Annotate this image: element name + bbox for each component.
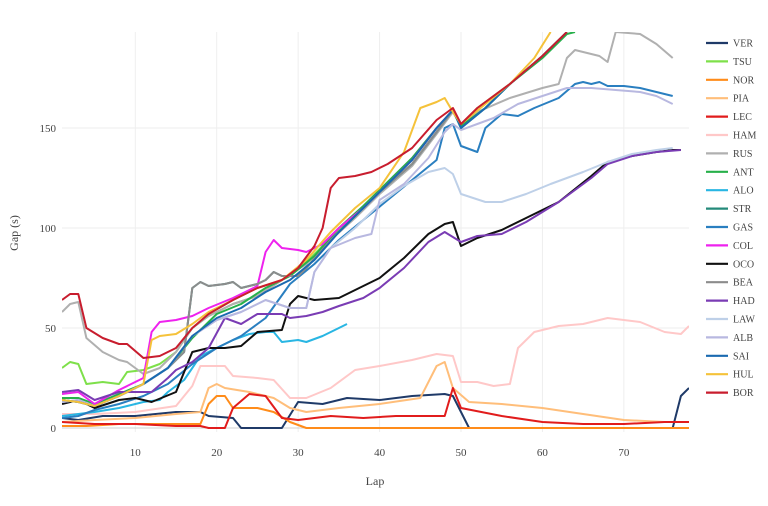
- legend-label: STR: [733, 204, 752, 215]
- legend-label: NOR: [733, 75, 754, 86]
- legend-label: COL: [733, 241, 753, 252]
- legend-item-nor[interactable]: NOR: [706, 75, 754, 86]
- legend-item-law[interactable]: LAW: [706, 315, 756, 326]
- legend-label: ALB: [733, 333, 753, 344]
- y-tick-label: 150: [40, 123, 57, 135]
- x-tick-label: 70: [618, 447, 630, 459]
- legend-label: HAM: [733, 131, 756, 142]
- series-line-bor: [62, 32, 568, 359]
- legend: VER TSU NOR PIA LEC HAM RUS ANT ALO STR GAS COL OCO B…: [706, 39, 756, 399]
- legend-item-col[interactable]: COL: [706, 241, 753, 252]
- legend-item-pia[interactable]: PIA: [706, 94, 750, 105]
- legend-item-lec[interactable]: LEC: [706, 112, 752, 123]
- y-tick-label: 0: [51, 423, 57, 435]
- legend-item-ver[interactable]: VER: [706, 39, 753, 50]
- series-line-pia: [62, 361, 689, 423]
- legend-label: OCO: [733, 259, 754, 270]
- series-line-tsu: [62, 32, 568, 385]
- legend-label: LAW: [733, 315, 756, 326]
- legend-label: HAD: [733, 296, 755, 307]
- legend-item-rus[interactable]: RUS: [706, 149, 752, 160]
- legend-label: VER: [733, 39, 753, 50]
- x-axis-ticks: 10 20 30 40 50 60 70: [130, 447, 630, 459]
- series-line-had: [62, 149, 681, 401]
- x-tick-label: 20: [211, 447, 223, 459]
- legend-item-str[interactable]: STR: [706, 204, 752, 215]
- legend-item-alb[interactable]: ALB: [706, 333, 753, 344]
- legend-label: ANT: [733, 167, 754, 178]
- legend-label: RUS: [733, 149, 752, 160]
- series-line-alb: [62, 87, 674, 407]
- legend-label: PIA: [733, 94, 750, 105]
- x-tick-label: 40: [374, 447, 386, 459]
- legend-item-gas[interactable]: GAS: [706, 223, 753, 234]
- legend-label: GAS: [733, 223, 753, 234]
- x-tick-label: 50: [456, 447, 468, 459]
- legend-item-bor[interactable]: BOR: [706, 388, 754, 399]
- series-line-str: [62, 32, 568, 407]
- y-tick-label: 50: [45, 323, 57, 335]
- legend-item-ant[interactable]: ANT: [706, 167, 754, 178]
- gridlines: [62, 32, 689, 432]
- x-tick-label: 60: [537, 447, 549, 459]
- legend-item-hul[interactable]: HUL: [706, 370, 754, 381]
- legend-item-had[interactable]: HAD: [706, 296, 755, 307]
- series-line-sai: [62, 32, 568, 407]
- series-lines: [62, 32, 689, 429]
- legend-label: HUL: [733, 370, 754, 381]
- legend-item-oco[interactable]: OCO: [706, 259, 754, 270]
- series-line-lec: [62, 387, 689, 429]
- y-axis-ticks: 0 50 100 150: [40, 123, 57, 435]
- legend-item-sai[interactable]: SAI: [706, 351, 749, 362]
- legend-label: BEA: [733, 278, 754, 289]
- legend-label: ALO: [733, 186, 754, 197]
- legend-item-bea[interactable]: BEA: [706, 278, 754, 289]
- series-line-bea: [62, 109, 454, 407]
- series-line-ant: [62, 32, 576, 405]
- legend-item-ham[interactable]: HAM: [706, 131, 756, 142]
- y-tick-label: 100: [40, 223, 57, 235]
- series-line-ver: [62, 387, 689, 429]
- series-line-rus: [62, 32, 674, 375]
- legend-label: SAI: [733, 351, 749, 362]
- legend-label: LEC: [733, 112, 752, 123]
- x-tick-label: 30: [293, 447, 305, 459]
- legend-item-tsu[interactable]: TSU: [706, 57, 753, 68]
- x-tick-label: 10: [130, 447, 142, 459]
- legend-label: BOR: [733, 388, 754, 399]
- legend-item-alo[interactable]: ALO: [706, 186, 754, 197]
- x-axis-title: Lap: [366, 474, 385, 488]
- series-line-ham: [62, 317, 689, 415]
- y-axis-title: Gap (s): [7, 215, 21, 251]
- legend-label: TSU: [733, 57, 753, 68]
